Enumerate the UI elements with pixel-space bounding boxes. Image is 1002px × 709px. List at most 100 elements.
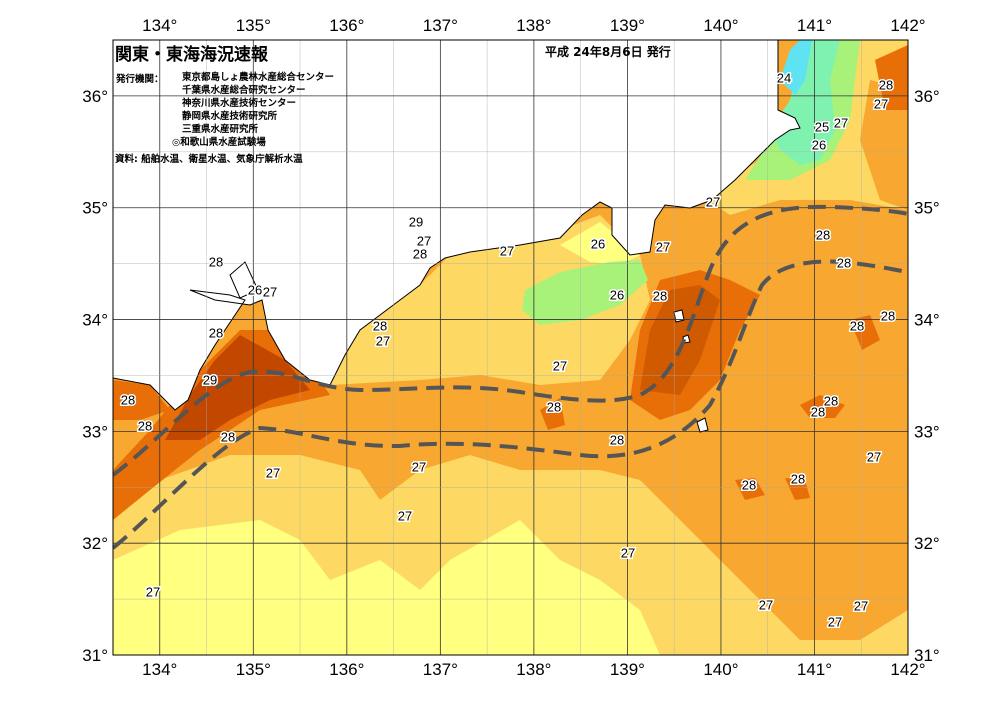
zone-28-patch-5 [875, 45, 908, 110]
lon-tick-label-bottom: 138° [516, 660, 551, 679]
lat-tick-label-right: 32° [914, 534, 940, 553]
contour-label: 28 [547, 399, 561, 414]
contour-label: 28 [653, 288, 667, 303]
issuer-label: 発行機関： [116, 74, 164, 85]
contour-label: 27 [834, 115, 848, 130]
graticule [113, 40, 908, 655]
contour-label: 26 [610, 287, 624, 302]
lon-tick-label-bottom: 135° [236, 660, 271, 679]
map-frame [112, 39, 909, 656]
lat-tick-label-left: 31° [82, 646, 108, 665]
contour-label: 28 [209, 254, 223, 269]
issuer-item: ◎和歌山県水産試験場 [172, 137, 266, 148]
contour-label: 26 [248, 282, 262, 297]
contour-label: 27 [854, 598, 868, 613]
contour-label: 27 [706, 194, 720, 209]
issue-date: 平成 24年8月6日 発行 [545, 45, 671, 59]
contour-label: 27 [266, 465, 280, 480]
contour-label: 27 [867, 449, 881, 464]
lon-tick-label-bottom: 142° [890, 660, 925, 679]
contour-label: 28 [816, 227, 830, 242]
contour-label: 27 [146, 584, 160, 599]
contour-label: 28 [413, 246, 427, 261]
land-awaji [229, 261, 259, 299]
kuroshio-axis-north [113, 204, 908, 477]
contour-label: 24 [777, 70, 791, 85]
land-honshu [113, 40, 801, 411]
contour-label: 27 [553, 358, 567, 373]
lat-tick-label-left: 35° [82, 199, 108, 218]
lon-tick-label-bottom: 141° [797, 660, 832, 679]
lon-tick-label-top: 136° [329, 16, 364, 35]
contour-label: 26 [812, 137, 826, 152]
contour-label: 28 [879, 77, 893, 92]
lon-tick-label-top: 141° [797, 16, 832, 35]
contour-label: 28 [610, 432, 624, 447]
zone-28-patch-6 [540, 398, 565, 430]
contour-label: 28 [824, 393, 838, 408]
data-source: 資料: 船舶水温、衛星水温、気象庁解析水温 [115, 154, 303, 165]
zone-29 [165, 335, 310, 440]
contour-label: 28 [221, 429, 235, 444]
lat-tick-label-left: 36° [82, 87, 108, 106]
lon-tick-label-bottom: 134° [142, 660, 177, 679]
contour-label: 28 [837, 255, 851, 270]
zone-26 [522, 260, 648, 325]
zone-24 [780, 40, 812, 95]
contour-label: 28 [373, 318, 387, 333]
contour-label: 28 [209, 325, 223, 340]
zone-29-izu [640, 285, 720, 395]
contour-label: 27 [398, 508, 412, 523]
contour-label: 27 [417, 233, 431, 248]
zone-26-5-coast [560, 222, 640, 265]
contour-label: 28 [791, 471, 805, 486]
zone-28-patch-1 [800, 395, 845, 418]
contour-label: 27 [621, 545, 635, 560]
issuer-item: 神奈川県水産技術センター [182, 98, 297, 109]
contour-label: 27 [263, 284, 277, 299]
kuroshio-axis-south [113, 259, 908, 550]
contour-label: 27 [376, 333, 390, 348]
zone-25 [770, 40, 840, 165]
lon-tick-label-bottom: 136° [329, 660, 364, 679]
lon-tick-label-bottom: 140° [703, 660, 738, 679]
land-hachijo [696, 417, 709, 433]
lon-tick-label-top: 135° [236, 16, 271, 35]
lon-tick-label-top: 140° [703, 16, 738, 35]
issuer-item: 静岡県水産技術研究所 [182, 111, 278, 122]
zone-27-north [330, 215, 650, 385]
contour-label: 28 [811, 404, 825, 419]
contour-label: 27 [500, 243, 514, 258]
lat-tick-label-right: 31° [914, 646, 940, 665]
contour-label: 28 [742, 477, 756, 492]
lat-tick-label-right: 33° [914, 422, 940, 441]
contour-label: 27 [656, 239, 670, 254]
lon-tick-label-top: 134° [142, 16, 177, 35]
contour-label: 27 [412, 459, 426, 474]
zone-28-west [113, 380, 170, 420]
contour-label: 29 [203, 372, 217, 387]
issuer-item: 三重県水産研究所 [182, 124, 259, 135]
lon-tick-label-bottom: 139° [610, 660, 645, 679]
lon-tick-label-top: 142° [890, 16, 925, 35]
lon-tick-label-top: 138° [516, 16, 551, 35]
issuer-list: 東京都島しょ農林水産総合センター 千葉県水産総合研究センター 神奈川県水産技術セ… [172, 71, 334, 149]
contour-label: 25 [815, 119, 829, 134]
contour-label: 27 [828, 614, 842, 629]
contour-label: 28 [850, 318, 864, 333]
land-oshima [673, 309, 685, 323]
lat-tick-label-right: 34° [914, 311, 940, 330]
contour-label: 27 [874, 96, 888, 111]
zone-28-patch-4 [850, 315, 880, 350]
lat-tick-label-left: 32° [82, 534, 108, 553]
lat-tick-label-left: 33° [82, 422, 108, 441]
issuer-item: 千葉県水産総合研究センター [182, 85, 306, 96]
zone-28-patch-3 [785, 478, 810, 500]
lon-tick-label-bottom: 137° [423, 660, 458, 679]
contour-label: 28 [121, 392, 135, 407]
lat-tick-label-left: 34° [82, 311, 108, 330]
contour-label: 28 [138, 418, 152, 433]
lon-tick-label-top: 139° [610, 16, 645, 35]
contour-label: 28 [881, 308, 895, 323]
